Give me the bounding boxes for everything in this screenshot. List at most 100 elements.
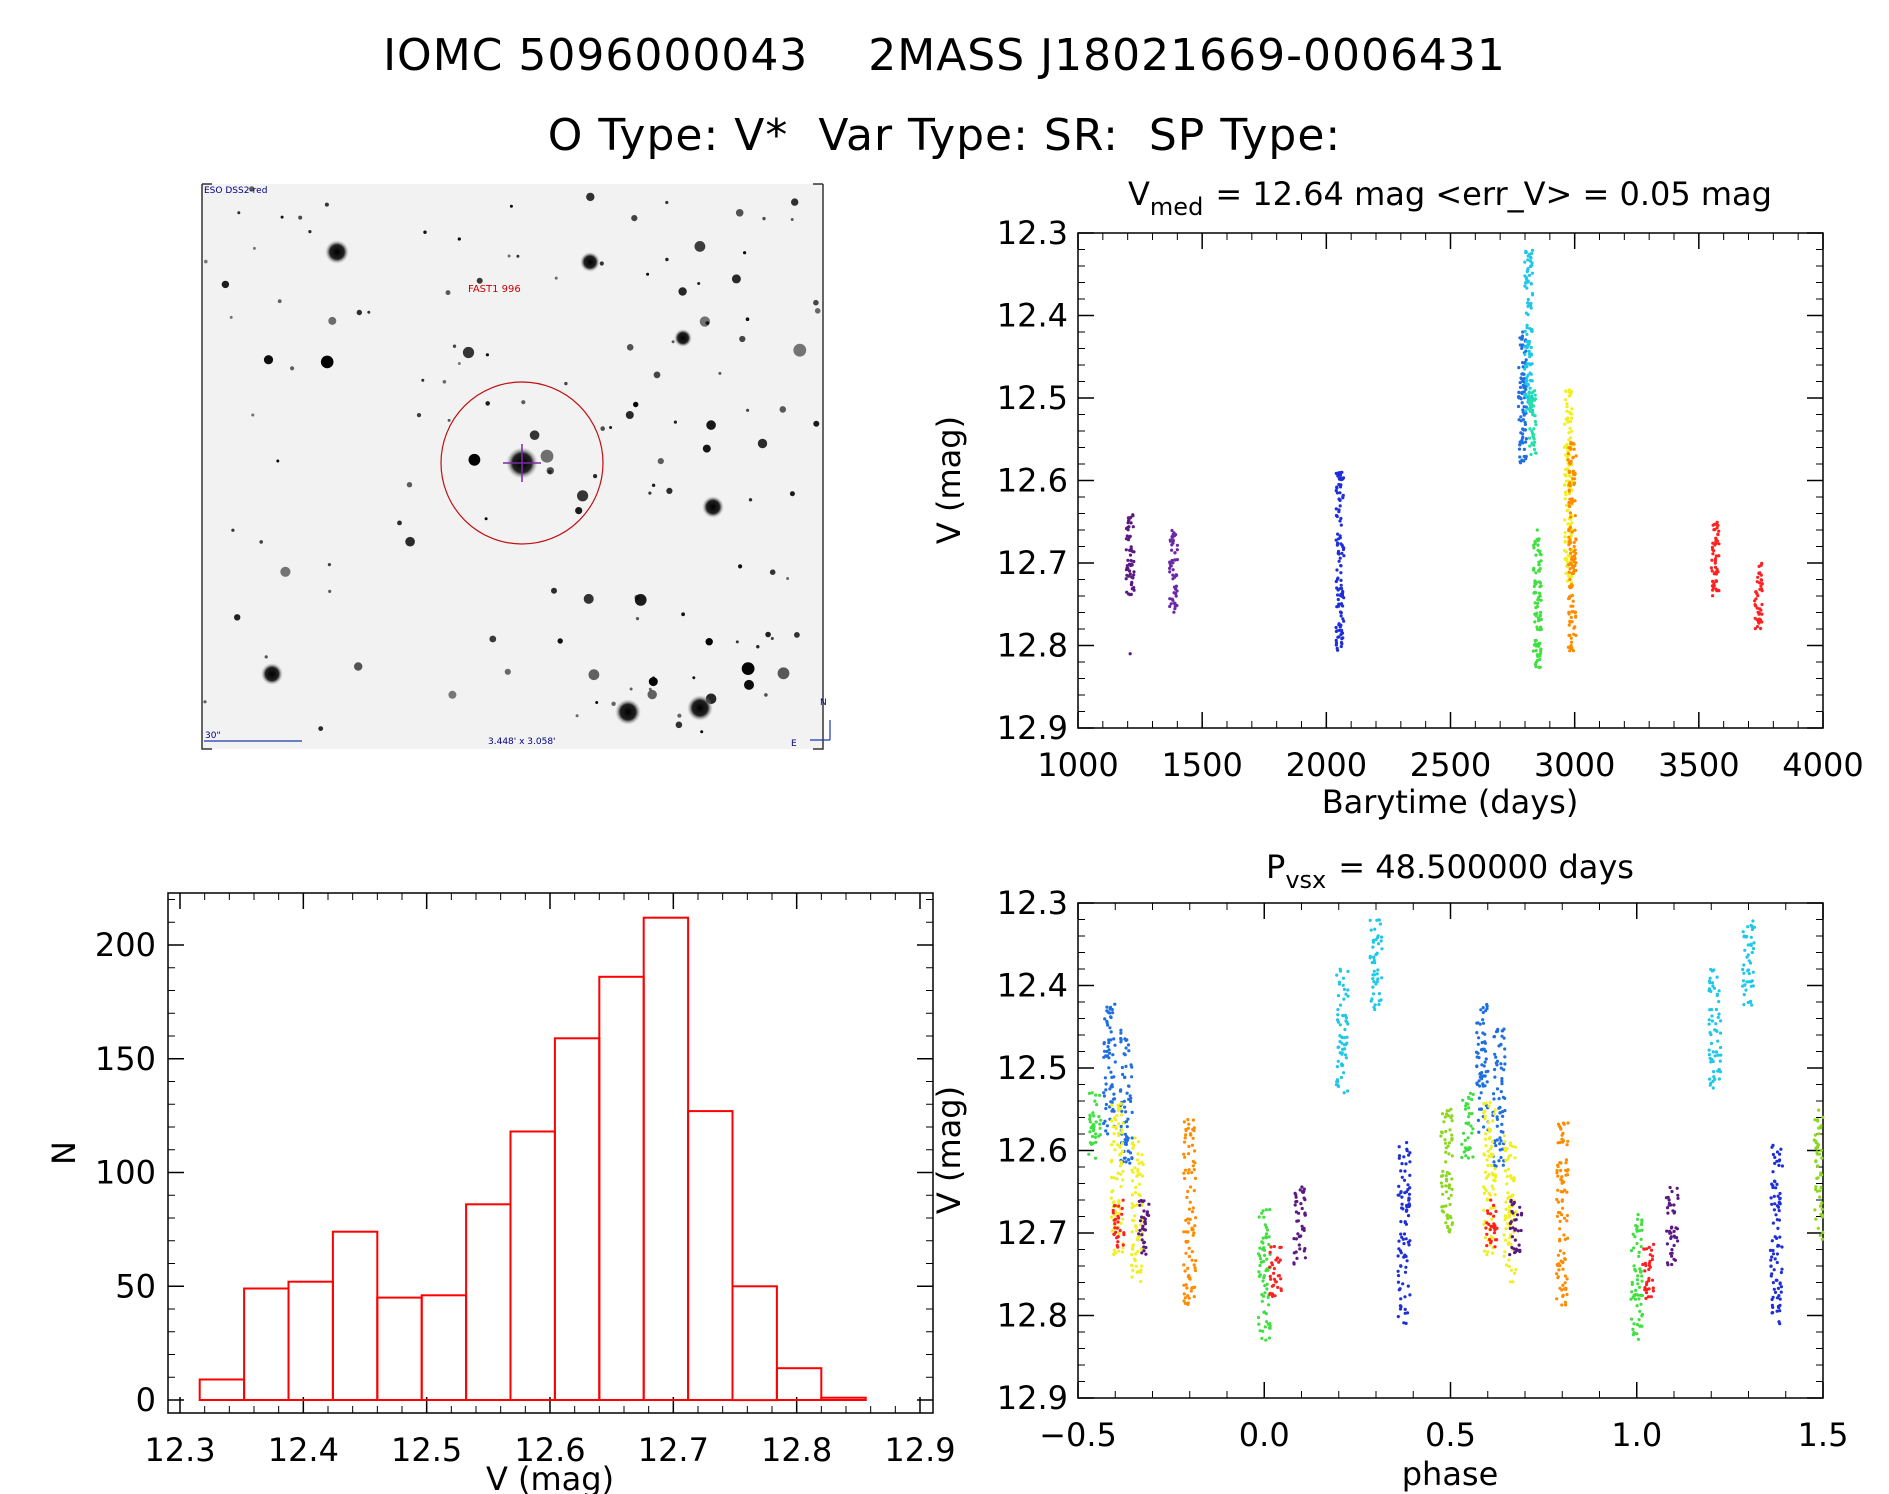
lightcurve-point [1173, 551, 1177, 555]
lightcurve-point [1129, 521, 1133, 525]
lightcurve-point [1524, 349, 1528, 353]
lightcurve-point [1533, 414, 1537, 418]
phased-point [1104, 1106, 1108, 1111]
phased-point [1484, 1189, 1488, 1193]
lightcurve-point [1572, 550, 1576, 554]
phased-point [1775, 1260, 1779, 1265]
phased-point [1112, 1109, 1116, 1113]
phased-point [1402, 1255, 1406, 1259]
phased-point [1709, 1041, 1714, 1045]
phased-point [1119, 1040, 1123, 1044]
phased-point [1708, 1077, 1712, 1081]
phased-point [1464, 1154, 1468, 1158]
phased-point [1298, 1188, 1302, 1192]
phased-point [1186, 1294, 1190, 1298]
lightcurve-xlabel: Barytime (days) [1322, 783, 1579, 821]
phased-point [1513, 1218, 1517, 1222]
phased-point [1140, 1233, 1144, 1237]
sky-star [577, 490, 589, 502]
phased-point [1463, 1146, 1468, 1150]
lightcurve-point [1535, 605, 1539, 609]
phased-point [1402, 1242, 1406, 1246]
phased-point [1257, 1270, 1261, 1274]
lightcurve-point [1523, 260, 1527, 264]
phased-point [1715, 975, 1719, 979]
phased-point [1668, 1231, 1672, 1235]
phased-point [1403, 1191, 1407, 1195]
phased-point [1641, 1262, 1645, 1267]
phased-point [1778, 1158, 1782, 1162]
phased-point [1512, 1176, 1516, 1180]
lightcurve-point [1573, 471, 1577, 475]
phased-point [1094, 1093, 1098, 1097]
lightcurve-point [1569, 419, 1573, 424]
phased-point [1185, 1240, 1189, 1244]
lightcurve-point [1711, 594, 1715, 598]
phased-point [1470, 1097, 1474, 1102]
sky-star [324, 202, 329, 207]
phased-point [1397, 1145, 1401, 1149]
phased-point [1772, 1208, 1776, 1212]
phased-point [1444, 1150, 1448, 1154]
sky-survey-label: ESO DSS2-red [204, 186, 267, 196]
lightcurve-point [1530, 261, 1534, 265]
phased-point [1771, 1281, 1775, 1285]
phased-point [1112, 1232, 1116, 1236]
phased-point [1493, 1245, 1497, 1249]
sky-star [509, 204, 513, 208]
phased-point [1192, 1231, 1196, 1235]
phased-point [1294, 1195, 1298, 1199]
phased-point [1341, 1014, 1345, 1018]
phased-point [1566, 1139, 1570, 1143]
lightcurve-point [1538, 618, 1542, 622]
phased-point [1635, 1217, 1640, 1221]
phased-point [1635, 1225, 1639, 1229]
phased-point [1565, 1169, 1569, 1173]
phased-point [1186, 1189, 1190, 1194]
lightcurve-point [1525, 326, 1529, 330]
phased-point [1747, 972, 1751, 976]
phased-point [1405, 1149, 1409, 1153]
phased-point [1675, 1186, 1679, 1190]
phased-point [1503, 1055, 1507, 1059]
lightcurve-point [1516, 404, 1521, 409]
sky-star [769, 569, 776, 575]
phased-point [1376, 942, 1381, 946]
phased-point [1493, 1075, 1497, 1079]
phased-point [1404, 1237, 1408, 1241]
phased-point [1407, 1192, 1412, 1196]
sky-star [692, 676, 696, 680]
sky-star [485, 353, 489, 357]
sky-star [588, 669, 600, 681]
phased-point [1404, 1209, 1408, 1213]
phased-point [1262, 1215, 1266, 1219]
phased-point [1742, 935, 1746, 939]
histogram-bar [731, 1285, 778, 1402]
phased-point [1560, 1198, 1564, 1202]
phased-point [1295, 1199, 1299, 1204]
lightcurve-point [1340, 592, 1345, 596]
phased-point [1396, 1280, 1400, 1284]
phased-point [1483, 1114, 1487, 1118]
phased-point [1087, 1091, 1092, 1095]
phased-point [1676, 1193, 1680, 1197]
phased-point [1468, 1091, 1472, 1095]
phased-point [1485, 1158, 1489, 1162]
lightcurve-point [1171, 561, 1175, 565]
sky-star-field [203, 186, 821, 734]
phased-point [1559, 1127, 1563, 1131]
phased-point [1260, 1299, 1264, 1303]
sky-star [677, 713, 682, 718]
phased-point [1513, 1271, 1517, 1275]
phased-point [1746, 925, 1750, 929]
phased-point [1670, 1254, 1674, 1258]
x-tick-label: 12.8 [761, 1431, 832, 1469]
phased-point [1091, 1141, 1095, 1145]
lightcurve-point [1759, 584, 1763, 588]
phased-point [1368, 954, 1372, 959]
lightcurve-point [1168, 604, 1172, 609]
lightcurve-point [1336, 593, 1340, 597]
lightcurve-point [1523, 329, 1527, 333]
phased-point [1750, 1003, 1754, 1007]
phased-point [1495, 1124, 1499, 1128]
